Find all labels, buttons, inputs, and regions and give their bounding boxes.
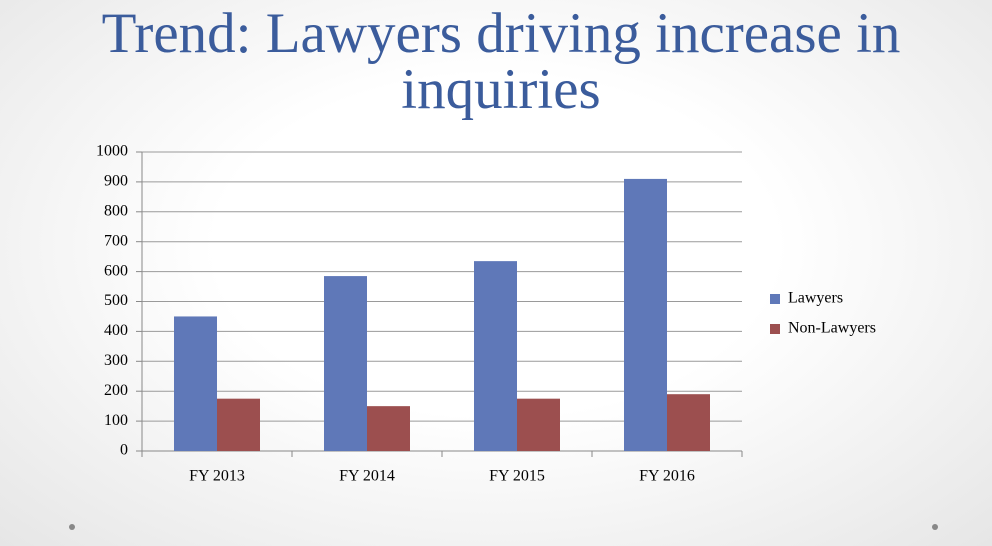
legend-label: Non-Lawyers	[788, 320, 876, 337]
decor-dot	[69, 524, 75, 530]
y-tick-label: 700	[104, 232, 128, 249]
y-tick-label: 900	[104, 173, 128, 190]
y-tick-label: 1000	[96, 143, 128, 160]
bar	[324, 276, 367, 451]
x-tick-label: FY 2016	[639, 468, 695, 485]
y-tick-label: 600	[104, 262, 128, 279]
decor-dot	[932, 524, 938, 530]
x-tick-label: FY 2013	[189, 468, 245, 485]
y-tick-label: 100	[104, 412, 128, 429]
bar	[474, 261, 517, 451]
y-tick-label: 800	[104, 202, 128, 219]
y-tick-label: 300	[104, 352, 128, 369]
x-tick-label: FY 2014	[339, 468, 395, 485]
x-tick-label: FY 2015	[489, 468, 545, 485]
chart-title: Trend: Lawyers driving increase in inqui…	[101, 2, 901, 121]
y-tick-label: 0	[120, 442, 128, 459]
bar	[667, 394, 710, 451]
bar	[517, 398, 560, 451]
bar	[367, 406, 410, 451]
bar	[217, 398, 260, 451]
legend-swatch	[770, 324, 780, 334]
bar	[624, 178, 667, 451]
y-tick-label: 200	[104, 382, 128, 399]
legend-label: Lawyers	[788, 290, 843, 307]
y-tick-label: 400	[104, 322, 128, 339]
bar	[174, 316, 217, 451]
y-tick-label: 500	[104, 292, 128, 309]
legend-swatch	[770, 294, 780, 304]
